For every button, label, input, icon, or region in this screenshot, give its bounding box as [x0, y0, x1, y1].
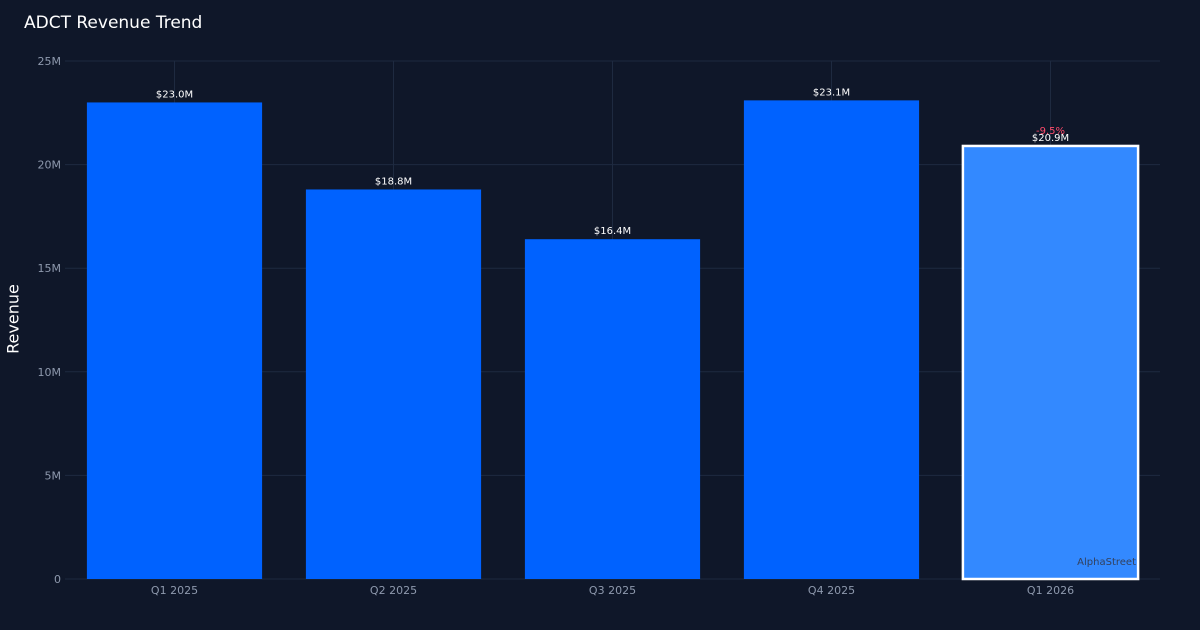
bar-value-label: $20.9M: [1032, 133, 1069, 144]
bar: [86, 102, 263, 579]
x-tick-label: Q3 2025: [589, 584, 636, 597]
y-tick-label: 20M: [38, 159, 62, 172]
change-label: -9.5%: [1036, 126, 1065, 137]
x-tick-label: Q2 2025: [370, 584, 417, 597]
bar-value-label: $23.0M: [156, 89, 193, 100]
bar-value-label: $16.4M: [594, 226, 631, 237]
chart-title: ADCT Revenue Trend: [24, 13, 203, 33]
bar-highlighted: [961, 144, 1140, 581]
bar-value-label: $23.1M: [813, 87, 850, 98]
y-tick-label: 0: [54, 573, 61, 586]
x-tick-label: Q1 2025: [151, 584, 198, 597]
y-tick-label: 15M: [38, 262, 62, 275]
watermark: AlphaStreet: [1077, 557, 1136, 568]
bar: [743, 100, 920, 580]
bar: [524, 239, 701, 579]
y-tick-label: 10M: [38, 366, 62, 379]
x-tick-label: Q4 2025: [808, 584, 855, 597]
y-tick-label: 25M: [38, 55, 62, 68]
bar: [305, 189, 482, 580]
x-tick-label: Q1 2026: [1027, 584, 1074, 597]
bar-value-label: $18.8M: [375, 176, 412, 187]
y-tick-label: 5M: [45, 469, 62, 482]
